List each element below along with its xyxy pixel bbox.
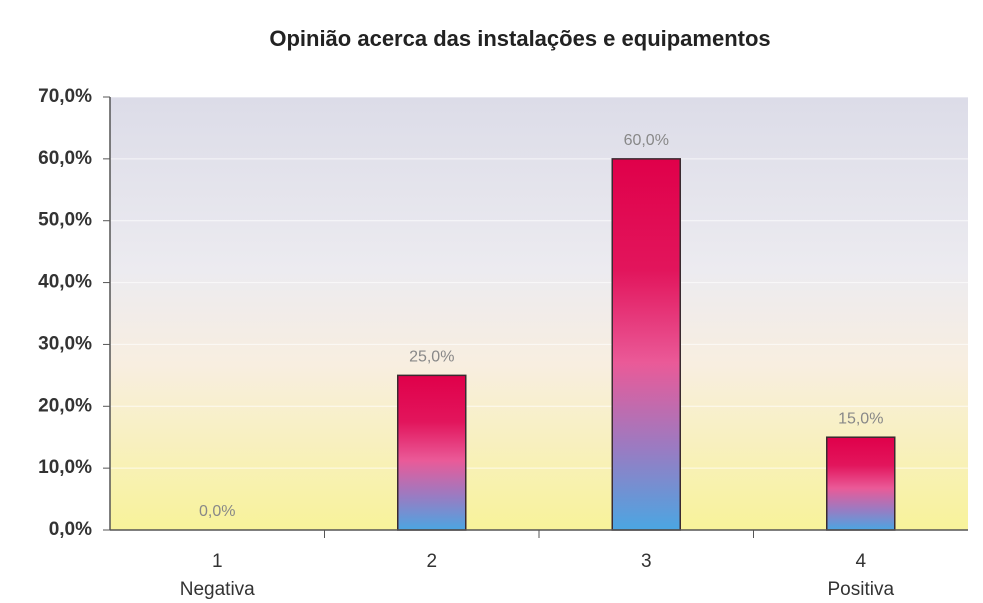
x-tick-label: 1 [212, 551, 223, 572]
y-tick-label: 30,0% [38, 333, 92, 354]
data-label: 0,0% [199, 503, 235, 520]
bar [611, 158, 681, 531]
x-tick-sublabel: Negativa [180, 579, 255, 600]
data-label: 60,0% [624, 132, 669, 149]
chart-title: Opinião acerca das instalações e equipam… [269, 26, 770, 51]
data-label: 15,0% [838, 410, 883, 427]
y-tick-label: 20,0% [38, 395, 92, 416]
y-tick-label: 50,0% [38, 210, 92, 231]
x-tick-sublabel: Positiva [827, 579, 894, 600]
x-tick-label: 4 [855, 551, 866, 572]
y-tick-label: 60,0% [38, 148, 92, 169]
bar [397, 374, 467, 531]
bar [826, 436, 896, 531]
y-tick-label: 10,0% [38, 457, 92, 478]
plot-area [110, 97, 968, 530]
y-tick-label: 70,0% [38, 86, 92, 107]
data-label: 25,0% [409, 349, 454, 366]
y-tick-label: 0,0% [49, 519, 92, 540]
y-tick-label: 40,0% [38, 272, 92, 293]
x-tick-label: 2 [426, 551, 437, 572]
x-tick-label: 3 [641, 551, 652, 572]
